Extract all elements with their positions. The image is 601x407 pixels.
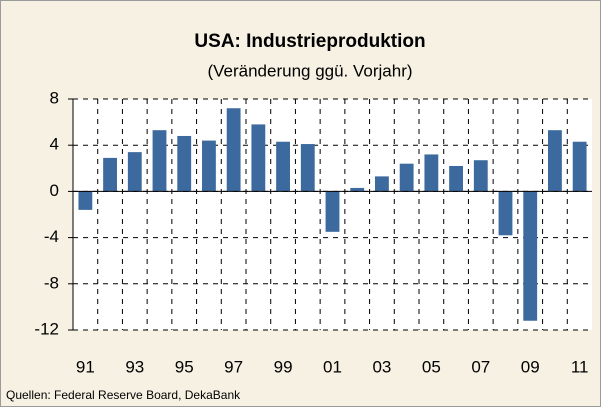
- chart-title: USA: Industrieproduktion: [194, 31, 425, 52]
- bar: [548, 130, 562, 192]
- bar: [127, 152, 142, 192]
- x-tick-label: 97: [224, 357, 243, 376]
- bar: [276, 141, 290, 192]
- x-tick-label: 03: [372, 357, 391, 376]
- y-tick-label: 8: [50, 88, 59, 107]
- y-tick-label: -4: [44, 227, 59, 246]
- bar: [300, 144, 315, 192]
- bar: [473, 160, 488, 192]
- x-tick-label: 95: [175, 357, 194, 376]
- bar: [251, 124, 266, 192]
- x-tick-label: 93: [125, 357, 144, 376]
- bar: [572, 141, 587, 192]
- bar: [152, 130, 167, 192]
- x-tick-label: 05: [422, 357, 441, 376]
- bar: [325, 191, 340, 232]
- bar: [202, 140, 216, 192]
- bar: [523, 191, 538, 321]
- bar: [103, 157, 117, 192]
- y-tick-label: 4: [50, 135, 59, 154]
- bar: [350, 187, 365, 192]
- y-tick-label: -8: [44, 273, 59, 292]
- bar: [177, 135, 192, 192]
- x-tick-label: 11: [571, 357, 589, 376]
- x-tick-label: 99: [274, 357, 293, 376]
- bar: [375, 176, 389, 192]
- bar: [424, 154, 439, 192]
- bar: [399, 163, 414, 192]
- bar: [449, 165, 463, 192]
- bar: [498, 191, 513, 236]
- chart-subtitle: (Veränderung ggü. Vorjahr): [207, 61, 412, 80]
- bar: [226, 108, 241, 192]
- x-tick-label: 07: [471, 357, 490, 376]
- y-tick-label: 0: [50, 181, 59, 200]
- bar: [78, 191, 93, 210]
- source: Quellen: Federal Reserve Board, DekaBank: [6, 388, 241, 402]
- x-tick-label: 01: [323, 357, 342, 376]
- x-tick-label: 09: [521, 357, 540, 376]
- x-tick-label: 91: [76, 357, 95, 376]
- y-tick-label: -12: [34, 319, 59, 338]
